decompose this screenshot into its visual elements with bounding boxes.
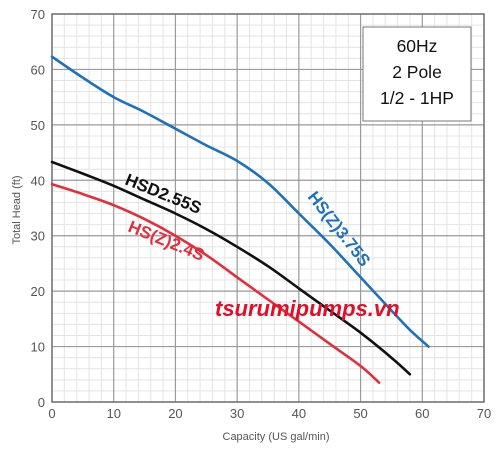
y-tick-label: 10 — [31, 340, 45, 355]
info-poles: 2 Pole — [392, 62, 442, 82]
series-lines — [50, 55, 430, 384]
axes — [51, 13, 485, 403]
info-horsepower: 1/2 - 1HP — [380, 88, 454, 108]
x-tick-label: 20 — [168, 406, 182, 421]
x-tick-label: 60 — [415, 406, 429, 421]
y-tick-label: 30 — [31, 229, 45, 244]
info-box-frame — [362, 26, 472, 122]
x-tick-labels: 0 10 20 30 40 50 60 70 — [48, 406, 491, 421]
y-tick-label: 40 — [31, 173, 45, 188]
x-axis-title: Capacity (US gal/min) — [223, 431, 330, 443]
info-box: 60Hz 2 Pole 1/2 - 1HP — [362, 26, 472, 122]
plot-frame — [51, 13, 485, 403]
x-tick-label: 10 — [106, 406, 120, 421]
minor-grid — [52, 14, 484, 402]
x-tick-label: 70 — [477, 406, 491, 421]
y-tick-labels: 0 10 20 30 40 50 60 70 — [31, 7, 45, 410]
y-tick-label: 20 — [31, 284, 45, 299]
series-line-hsz24s — [50, 182, 381, 384]
y-tick-label: 50 — [31, 118, 45, 133]
x-tick-label: 40 — [292, 406, 306, 421]
y-tick-label: 60 — [31, 62, 45, 77]
y-tick-label: 70 — [31, 7, 45, 22]
y-tick-label: 0 — [38, 395, 45, 410]
series-line-hsz375s — [50, 55, 430, 348]
series-line-hsd255s — [50, 160, 412, 376]
info-frequency: 60Hz — [397, 36, 438, 56]
y-axis-title: Total Head (ft) — [11, 175, 23, 244]
x-tick-label: 30 — [230, 406, 244, 421]
watermark-text: tsurumipumps.vn — [215, 296, 400, 321]
x-tick-label: 50 — [353, 406, 367, 421]
x-tick-label: 0 — [48, 406, 55, 421]
